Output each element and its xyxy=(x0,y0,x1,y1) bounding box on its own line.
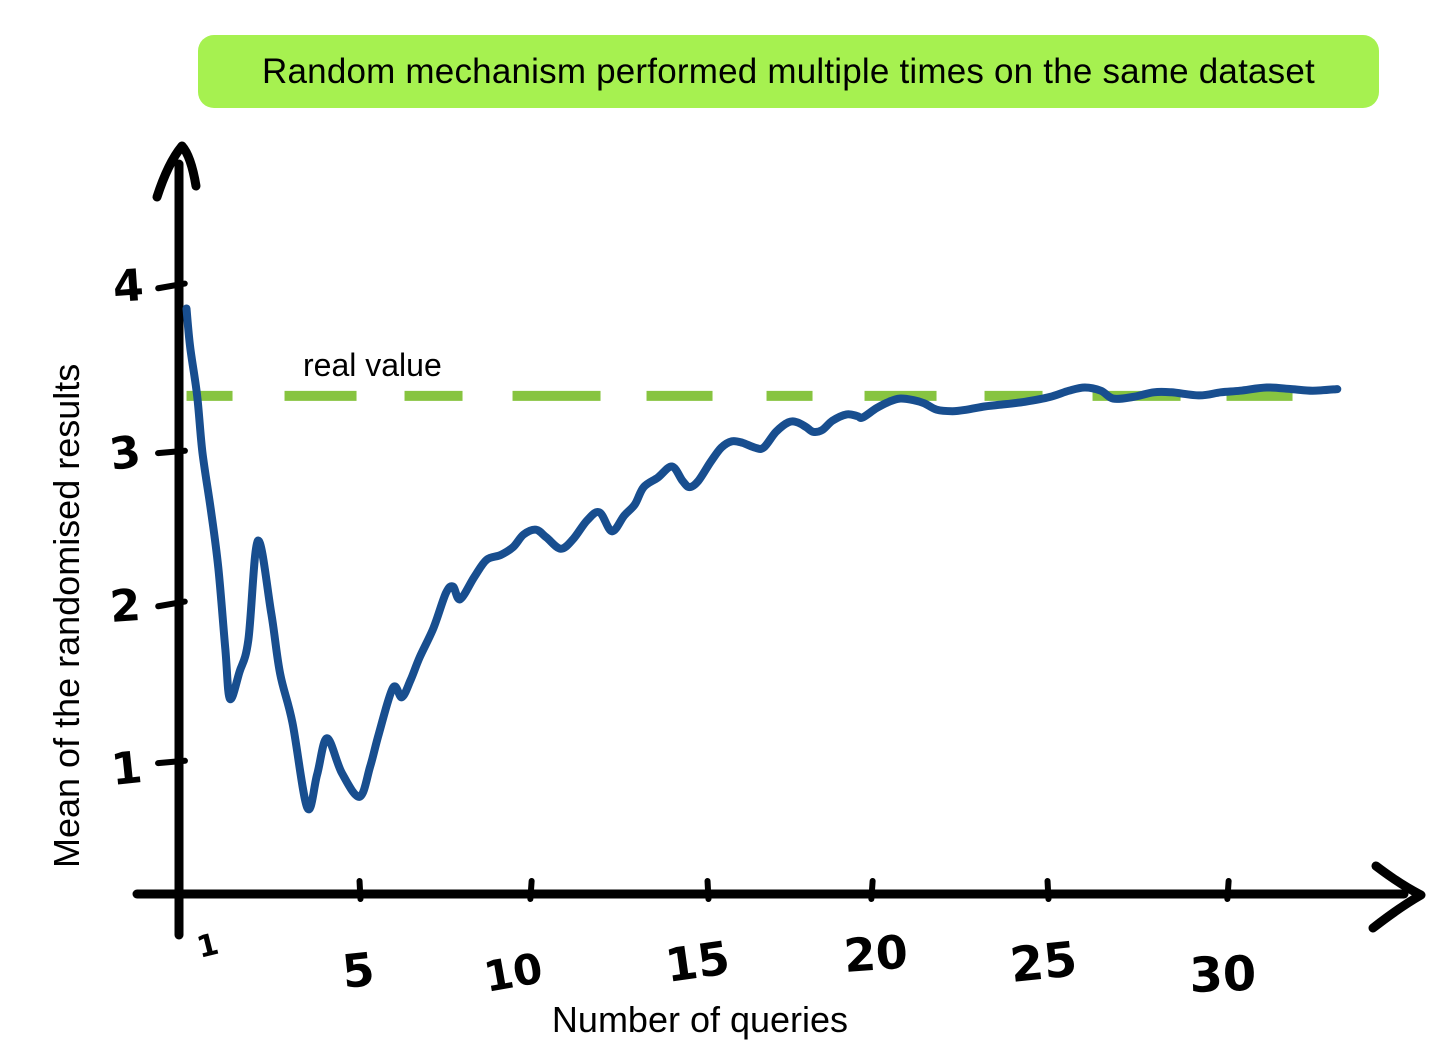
y-tick-4 xyxy=(155,280,188,292)
x-tick-label-1: 1 xyxy=(193,927,222,966)
y-axis-tick-labels: 1 2 3 4 xyxy=(106,260,145,796)
y-axis-title: Mean of the randomised results xyxy=(46,363,87,868)
x-tick-5 xyxy=(356,878,364,902)
title-banner: Random mechanism performed multiple time… xyxy=(198,35,1379,108)
x-tick-label-20: 20 xyxy=(842,925,910,983)
x-axis-tick-labels: 1 5 10 15 20 25 30 xyxy=(193,925,1257,1004)
x-tick-label-30: 30 xyxy=(1188,946,1257,1004)
x-tick-20 xyxy=(868,878,876,902)
y-tick-label-1: 1 xyxy=(109,742,145,796)
x-axis-ticks xyxy=(356,878,1232,902)
x-tick-15 xyxy=(704,878,712,902)
x-axis-arrowhead xyxy=(1368,861,1426,933)
y-tick-label-2: 2 xyxy=(108,580,142,633)
title-text: Random mechanism performed multiple time… xyxy=(262,51,1315,91)
x-axis-title: Number of queries xyxy=(551,999,849,1040)
y-axis-ticks xyxy=(155,280,188,767)
x-tick-10 xyxy=(527,878,535,902)
x-tick-30 xyxy=(1224,878,1232,902)
y-tick-3 xyxy=(155,447,188,457)
y-tick-label-3: 3 xyxy=(106,426,143,481)
x-tick-label-15: 15 xyxy=(662,931,733,993)
x-tick-25 xyxy=(1044,878,1052,902)
x-tick-label-25: 25 xyxy=(1007,931,1079,994)
y-axis-arrowhead xyxy=(152,141,201,202)
x-tick-label-10: 10 xyxy=(480,943,546,1001)
y-tick-label-4: 4 xyxy=(111,260,145,313)
y-tick-2 xyxy=(155,598,188,610)
y-tick-1 xyxy=(155,757,188,767)
x-tick-label-5: 5 xyxy=(340,942,377,999)
results-curve xyxy=(182,304,1342,814)
real-value-label: real value xyxy=(303,347,442,383)
